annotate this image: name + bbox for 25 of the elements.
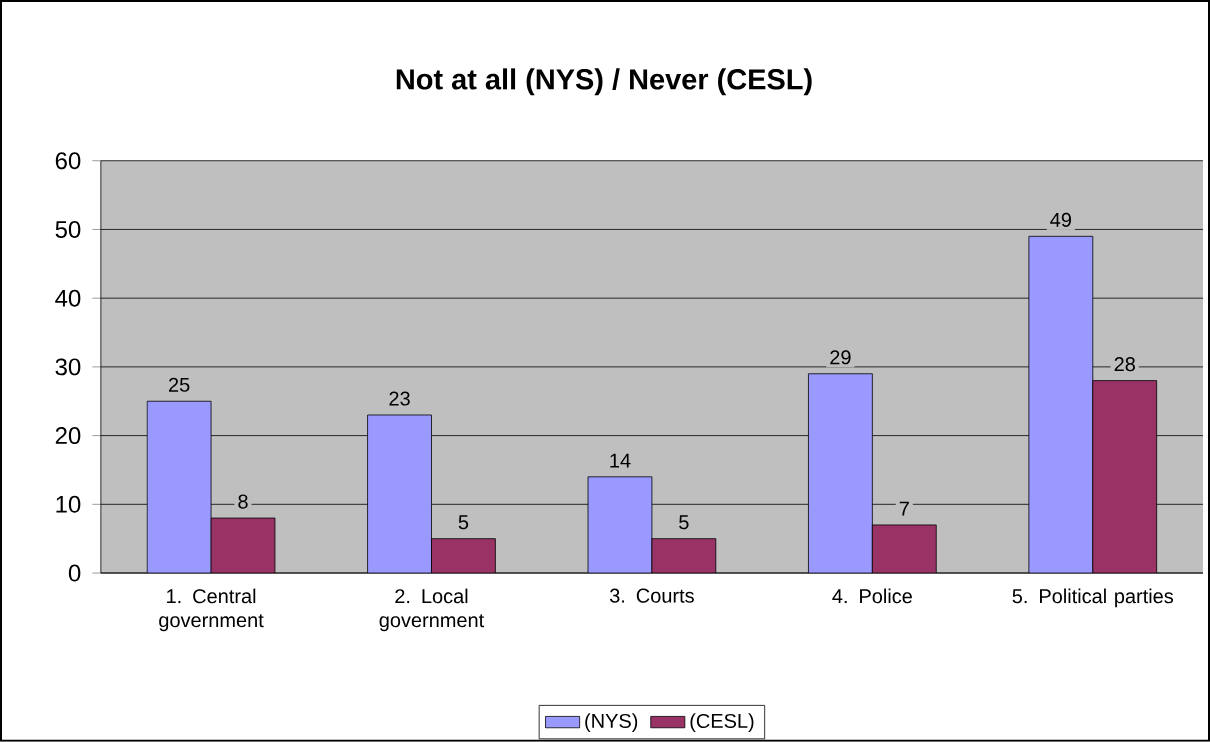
data-label: 49	[1050, 212, 1072, 228]
x-tick-label: 1. Central government	[159, 588, 264, 632]
data-label: 29	[830, 350, 851, 365]
data-label: 7	[899, 501, 909, 516]
x-tick-label: 5. Political parties	[1012, 588, 1174, 608]
data-label: 5	[679, 515, 689, 530]
data-label: 14	[610, 453, 631, 468]
x-tick-label: 2. Local government	[379, 588, 485, 632]
data-label: 25	[169, 377, 190, 392]
data-label: 5	[458, 515, 469, 530]
data-label: 28	[1114, 357, 1135, 372]
data-label: 8	[238, 494, 248, 509]
x-tick-label: 4. Police	[832, 588, 912, 604]
chart-title: Not at all (NYS) / Never (CESL)	[396, 68, 812, 96]
data-label: 23	[389, 391, 410, 406]
y-tick-label: 60	[55, 152, 81, 170]
y-tick-label: 40	[55, 289, 81, 307]
y-tick-label: 20	[55, 427, 81, 445]
y-tick-label: 30	[55, 358, 81, 376]
y-tick-label: 10	[56, 495, 81, 513]
y-tick-label: 0	[68, 564, 81, 582]
legend-label: (NYS)	[585, 713, 638, 733]
legend-label: (CESL)	[690, 713, 754, 733]
x-tick-label: 3. Courts	[609, 588, 694, 603]
y-tick-label: 50	[55, 221, 81, 239]
